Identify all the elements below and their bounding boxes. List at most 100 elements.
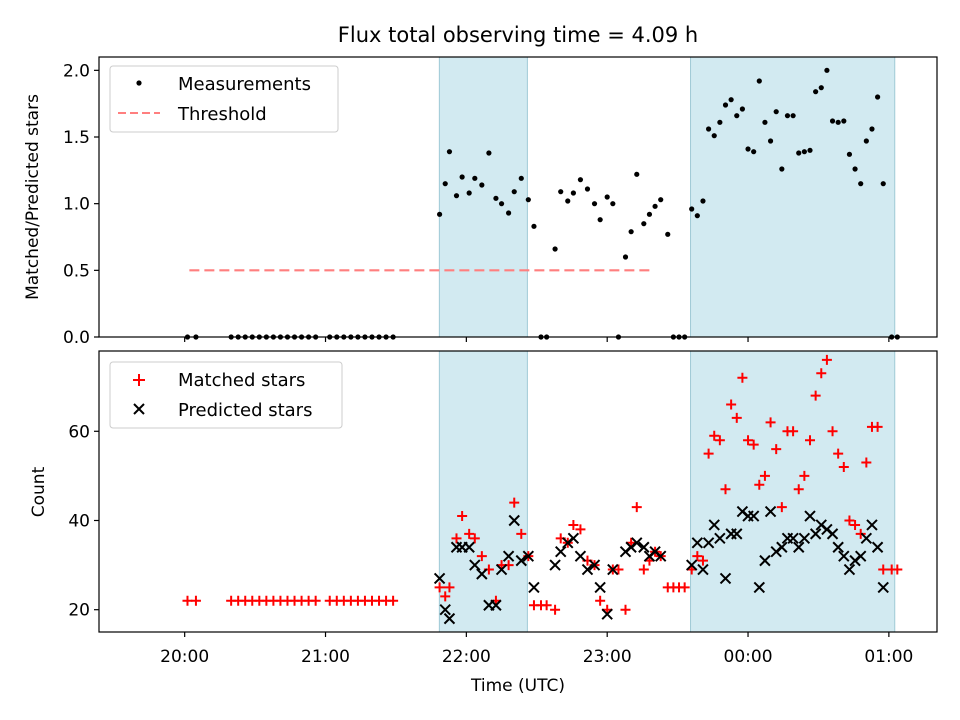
matched-stars-point xyxy=(638,564,649,575)
ratio-y-ticks: 0.0 0.5 1.0 1.5 2.0 xyxy=(63,61,99,348)
matched-stars-point xyxy=(703,448,714,459)
matched-stars-point xyxy=(434,582,445,593)
measurements-point xyxy=(498,201,505,207)
predicted-stars-point xyxy=(860,532,873,545)
measurements-point xyxy=(858,181,864,187)
measurements-point xyxy=(711,133,717,139)
measurements-point xyxy=(700,198,706,204)
shaded-interval-2 xyxy=(690,350,896,633)
matched-stars-point xyxy=(469,533,480,544)
matched-stars-point xyxy=(451,533,462,544)
predicted-stars-point xyxy=(522,550,535,562)
threshold-legend-label: Threshold xyxy=(177,104,267,125)
measurements-point xyxy=(479,182,485,188)
predicted-stars-point xyxy=(787,532,799,545)
matched-stars-point xyxy=(541,600,552,611)
measurements-point xyxy=(558,189,564,195)
matched-stars-point xyxy=(737,372,748,383)
predicted-stars-point xyxy=(581,563,594,576)
predicted-stars-point xyxy=(714,532,726,545)
measurements-point xyxy=(779,166,785,172)
count-y-ticks: 20 40 60 xyxy=(68,422,99,621)
measurements-point xyxy=(767,138,774,144)
measurements-point xyxy=(641,221,647,227)
ratio-panel: 0.00.51.01.52.0 Matched/Predicted stars … xyxy=(23,56,938,348)
measurements-point xyxy=(869,126,875,132)
x-tick-label: 01:00 xyxy=(864,647,913,667)
ratio-y-axis-label: Matched/Predicted stars xyxy=(23,94,43,300)
measurements-point xyxy=(552,246,558,252)
measurements-point xyxy=(531,223,537,229)
predicted-stars-point xyxy=(549,559,561,571)
measurements-point xyxy=(565,198,571,204)
measurements-point xyxy=(762,119,768,125)
matched-stars-point xyxy=(457,511,468,522)
measurements-point xyxy=(717,119,723,125)
predicted-stars-point xyxy=(601,608,613,620)
matched-stars-point xyxy=(731,412,742,423)
matched-stars-point xyxy=(754,479,765,490)
matched-stars-point xyxy=(182,595,193,606)
matched-stars-point xyxy=(872,421,883,432)
measurements-point xyxy=(486,150,492,156)
measurements-legend-marker xyxy=(136,80,142,86)
predicted-stars-point xyxy=(433,572,446,585)
measurements-point xyxy=(829,118,836,124)
y-tick-label: 40 xyxy=(68,511,90,531)
predicted-stars-point xyxy=(594,581,606,594)
measurements-point xyxy=(728,97,734,103)
y-tick-label: 2.0 xyxy=(63,61,90,81)
matched-stars-point xyxy=(855,528,866,539)
measurements-point xyxy=(705,126,712,132)
count-x-ticks: 20:00 21:00 22:00 23:00 00:00 01:00 xyxy=(160,632,913,667)
shaded-interval-1 xyxy=(438,56,528,338)
measurements-point xyxy=(689,206,695,212)
measurements-legend-label: Measurements xyxy=(178,74,311,95)
count-y-axis-label: Count xyxy=(29,466,49,517)
y-tick-label: 20 xyxy=(68,601,90,621)
measurements-point xyxy=(824,67,830,73)
predicted-stars-point xyxy=(793,541,805,553)
ratio-x-ticks xyxy=(184,337,890,342)
predicted-stars-point xyxy=(490,599,502,611)
chart-title: Flux total observing time = 4.09 h xyxy=(338,23,698,47)
matched-stars-point xyxy=(892,564,903,575)
matched-stars-point xyxy=(692,551,703,562)
matched-stars-point xyxy=(771,444,782,455)
measurements-point xyxy=(446,149,453,155)
predicted-stars-point xyxy=(567,532,580,545)
predicted-stars-point xyxy=(871,541,884,553)
count-legend: Matched stars Predicted stars xyxy=(109,361,343,429)
matched-stars-point xyxy=(827,426,838,437)
predicted-stars-point xyxy=(495,563,508,576)
measurements-point xyxy=(739,106,746,112)
predicted-stars-point xyxy=(685,559,698,571)
measurements-point xyxy=(442,181,448,187)
matched-stars-point xyxy=(709,430,720,441)
measurements-point xyxy=(665,231,671,237)
measurements-point xyxy=(591,201,598,207)
measurements-point xyxy=(751,149,757,155)
matched-stars-point xyxy=(776,502,787,513)
predicted-stars-point xyxy=(469,559,481,571)
matched-stars-point xyxy=(575,524,586,535)
y-tick-label: 0.0 xyxy=(63,328,90,348)
predicted-stars-point xyxy=(638,541,650,553)
predicted-stars-point xyxy=(776,541,788,553)
measurements-point xyxy=(846,151,853,157)
predicted-stars-point xyxy=(764,505,777,518)
ratio-axes-frame xyxy=(98,56,938,338)
predicted-stars-point xyxy=(798,532,811,545)
ratio-legend: Measurements Threshold xyxy=(109,65,339,133)
predicted-stars-point xyxy=(753,581,766,594)
predicted-stars-point xyxy=(588,559,601,571)
shaded-interval-2 xyxy=(690,56,896,338)
predicted-stars-point xyxy=(443,612,456,625)
measurements-point xyxy=(577,177,584,183)
x-axis-label: Time (UTC) xyxy=(470,676,565,696)
matched-stars-point xyxy=(444,582,455,593)
measurements-point xyxy=(790,113,796,119)
predicted-stars-point xyxy=(691,537,704,549)
measurements-point xyxy=(472,175,478,181)
measurements-point xyxy=(610,201,616,207)
